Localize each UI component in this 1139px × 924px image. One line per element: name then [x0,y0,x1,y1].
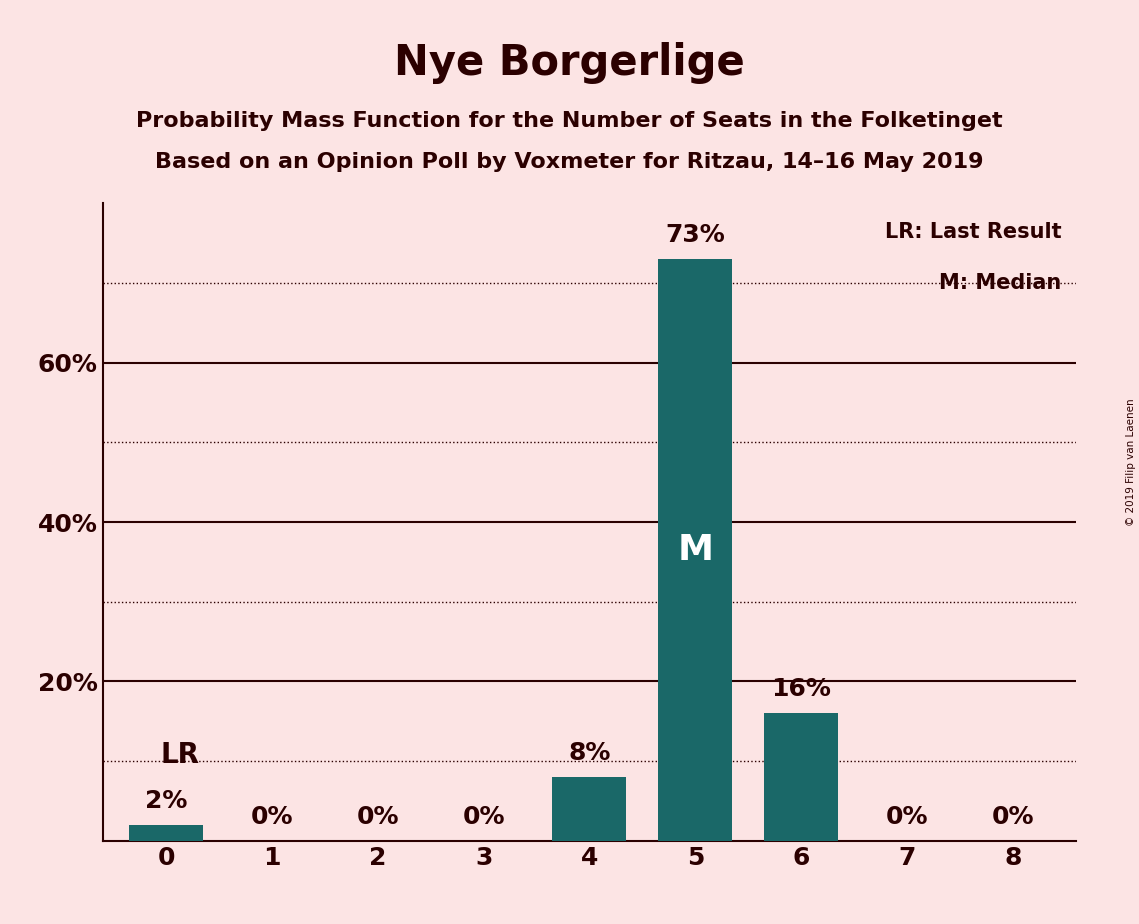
Text: 0%: 0% [886,805,928,829]
Text: M: Median: M: Median [940,274,1062,294]
Bar [552,777,626,841]
Text: M: M [678,533,713,567]
Text: LR: LR [161,741,199,769]
Text: Probability Mass Function for the Number of Seats in the Folketinget: Probability Mass Function for the Number… [137,111,1002,131]
Bar [129,825,203,841]
Text: 16%: 16% [771,677,831,701]
Text: 0%: 0% [462,805,505,829]
Text: 8%: 8% [568,741,611,765]
Text: 2%: 2% [145,789,187,813]
Text: Based on an Opinion Poll by Voxmeter for Ritzau, 14–16 May 2019: Based on an Opinion Poll by Voxmeter for… [155,152,984,173]
Text: Nye Borgerlige: Nye Borgerlige [394,42,745,83]
Text: © 2019 Filip van Laenen: © 2019 Filip van Laenen [1126,398,1136,526]
Text: 0%: 0% [251,805,293,829]
Bar [658,259,732,841]
Text: 73%: 73% [665,223,726,247]
Text: 0%: 0% [357,805,399,829]
Text: 0%: 0% [992,805,1034,829]
Text: LR: Last Result: LR: Last Result [885,223,1062,242]
Bar [764,713,838,841]
